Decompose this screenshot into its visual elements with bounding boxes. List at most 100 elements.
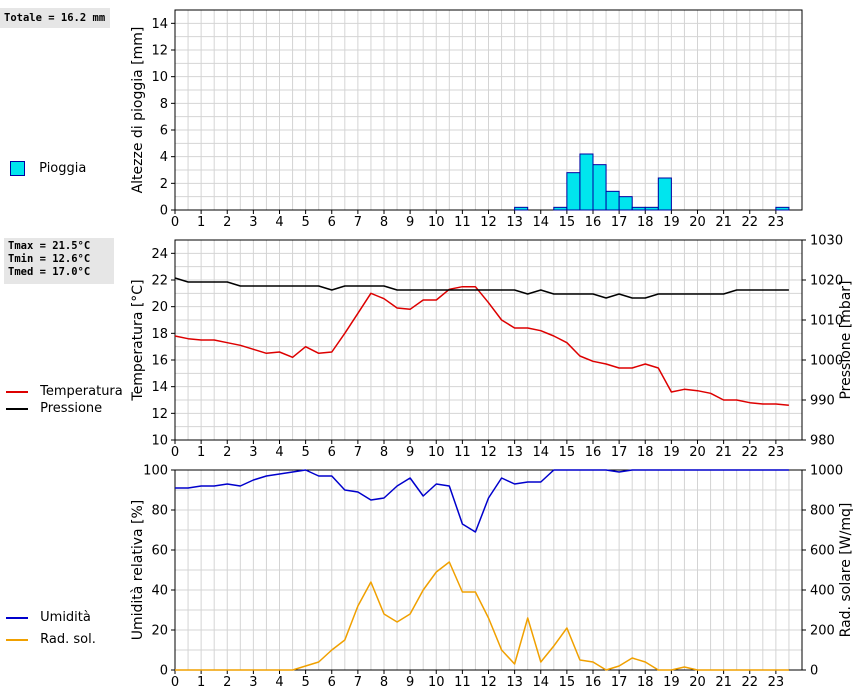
temp-press-y2-axis-title: Pressione [mbar] [838, 280, 854, 399]
hum-rad-y2-tick-label: 400 [810, 584, 835, 599]
hum-rad-x-tick-label: 12 [480, 675, 497, 690]
tmed-label: Tmed = 17.0°C [8, 266, 91, 278]
rain-x-tick-label: 18 [637, 215, 654, 230]
hum-rad-x-tick-label: 17 [611, 675, 628, 690]
temperature-legend-label: Temperatura [40, 384, 123, 399]
rain-bar [644, 206, 659, 211]
temp-press-x-tick-label: 20 [689, 445, 706, 460]
hum-rad-y-tick-label: 100 [143, 464, 168, 479]
rain-x-tick-label: 1 [197, 215, 205, 230]
rain-y-tick-label: 6 [160, 124, 168, 139]
hum-rad-y-tick-label: 0 [160, 664, 168, 679]
temp-press-y-tick-label: 20 [151, 300, 168, 315]
hum-rad-x-tick-label: 19 [663, 675, 680, 690]
temp-press-x-tick-label: 3 [249, 445, 257, 460]
temp-press-x-tick-label: 7 [354, 445, 362, 460]
temp-press-y2-tick-label: 1030 [810, 234, 843, 249]
hum-rad-y-tick-label: 80 [151, 504, 168, 519]
temp-press-x-tick-label: 10 [428, 445, 445, 460]
rain-x-tick-label: 19 [663, 215, 680, 230]
temp-press-y-tick-label: 16 [151, 354, 168, 369]
radiation-legend-label: Rad. sol. [40, 632, 96, 647]
tmin-label: Tmin = 12.6°C [8, 253, 91, 265]
temp-press-x-tick-label: 1 [197, 445, 205, 460]
legend-rain: Pioggia [10, 161, 86, 176]
rain-bar [631, 206, 646, 211]
rain-x-tick-label: 22 [741, 215, 758, 230]
temp-press-x-tick-label: 11 [454, 445, 471, 460]
temp-press-y-tick-label: 12 [151, 407, 168, 422]
rain-bar [618, 196, 633, 211]
hum-rad-x-tick-label: 4 [275, 675, 283, 690]
temp-press-x-tick-label: 2 [223, 445, 231, 460]
hum-rad-y2-tick-label: 600 [810, 544, 835, 559]
rain-x-tick-label: 16 [585, 215, 602, 230]
rain-x-tick-label: 11 [454, 215, 471, 230]
rain-x-tick-label: 2 [223, 215, 231, 230]
humidity-legend-label: Umidità [40, 610, 91, 625]
rain-x-tick-label: 10 [428, 215, 445, 230]
temp-press-x-tick-label: 6 [328, 445, 336, 460]
temp-press-x-tick-label: 19 [663, 445, 680, 460]
hum-rad-x-tick-label: 18 [637, 675, 654, 690]
temp-press-x-tick-label: 16 [585, 445, 602, 460]
rain-y-tick-label: 2 [160, 177, 168, 192]
temperature-legend-swatch [6, 390, 28, 393]
rain-x-tick-label: 9 [406, 215, 414, 230]
rain-y-tick-label: 8 [160, 97, 168, 112]
rain-x-tick-label: 13 [506, 215, 523, 230]
rain-x-tick-label: 7 [354, 215, 362, 230]
legend-temperature: Temperatura [6, 384, 123, 399]
rain-x-tick-label: 17 [611, 215, 628, 230]
radiation-line [175, 561, 789, 671]
rain-x-tick-label: 15 [559, 215, 576, 230]
legend-pressure: Pressione [6, 401, 102, 416]
temp-press-y2-tick-label: 1010 [810, 314, 843, 329]
humidity-line [175, 469, 789, 533]
hum-rad-y-axis-title: Umidità relativa [%] [130, 500, 146, 641]
legend-humidity: Umidità [6, 610, 91, 625]
temp-press-x-tick-label: 12 [480, 445, 497, 460]
hum-rad-x-tick-label: 7 [354, 675, 362, 690]
rain-x-tick-label: 6 [328, 215, 336, 230]
hum-rad-y-tick-label: 40 [151, 584, 168, 599]
hum-rad-x-tick-label: 10 [428, 675, 445, 690]
rain-total-label: Totale = 16.2 mm [0, 8, 110, 28]
rain-y-axis-title: Altezze di pioggia [mm] [130, 27, 146, 194]
temp-press-x-tick-label: 14 [532, 445, 549, 460]
temp-press-y-tick-label: 10 [151, 434, 168, 449]
rain-bar [592, 164, 607, 211]
temp-press-y2-tick-label: 1000 [810, 354, 843, 369]
hum-rad-y2-axis-title: Rad. solare [W/mq] [838, 503, 854, 638]
hum-rad-x-tick-label: 13 [506, 675, 523, 690]
hum-rad-x-tick-label: 15 [559, 675, 576, 690]
hum-rad-y2-tick-label: 1000 [810, 464, 843, 479]
rain-x-tick-label: 14 [532, 215, 549, 230]
hum-rad-x-tick-label: 0 [171, 675, 179, 690]
rain-x-tick-label: 5 [301, 215, 309, 230]
rain-x-tick-label: 0 [171, 215, 179, 230]
hum-rad-x-tick-label: 9 [406, 675, 414, 690]
temp-press-y2-tick-label: 1020 [810, 274, 843, 289]
temp-press-x-tick-label: 8 [380, 445, 388, 460]
hum-rad-x-tick-label: 11 [454, 675, 471, 690]
rain-legend-swatch [10, 161, 25, 176]
rain-x-tick-label: 12 [480, 215, 497, 230]
temp-press-x-tick-label: 9 [406, 445, 414, 460]
rain-x-tick-label: 20 [689, 215, 706, 230]
temp-press-x-tick-label: 5 [301, 445, 309, 460]
temp-press-y2-tick-label: 990 [810, 394, 835, 409]
temp-press-x-tick-label: 18 [637, 445, 654, 460]
hum-rad-x-tick-label: 3 [249, 675, 257, 690]
hum-rad-x-tick-label: 23 [768, 675, 785, 690]
rain-y-tick-label: 0 [160, 204, 168, 219]
hum-rad-y2-tick-label: 800 [810, 504, 835, 519]
temp-press-x-tick-label: 22 [741, 445, 758, 460]
hum-rad-y-tick-label: 20 [151, 624, 168, 639]
temp-press-y-tick-label: 14 [151, 380, 168, 395]
rain-bar [657, 177, 672, 211]
legend-radiation: Rad. sol. [6, 632, 96, 647]
radiation-legend-swatch [6, 638, 28, 641]
tmax-label: Tmax = 21.5°C [8, 240, 91, 252]
